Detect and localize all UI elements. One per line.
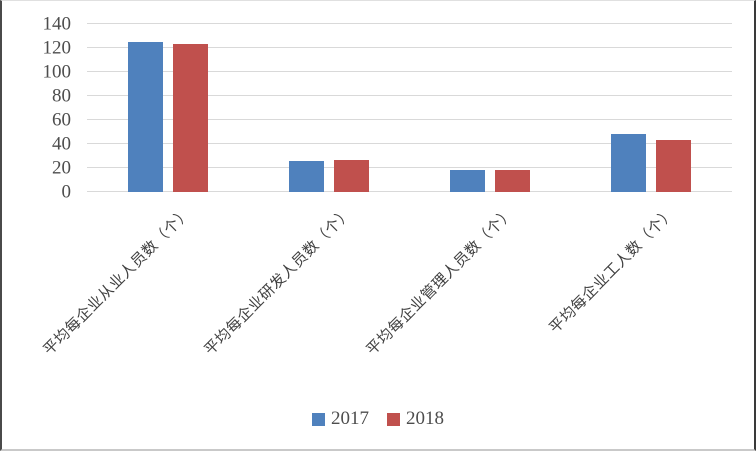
gridline [87,71,732,72]
gridlines [87,23,732,192]
bar-2018-2[interactable] [333,159,369,192]
bar-2017-4[interactable] [611,134,647,192]
y-tick-label: 80 [52,85,71,107]
bar-2018-4[interactable] [656,140,692,192]
category-label-4: 平均每企业工人数（个） [545,204,679,337]
bar-2018-1[interactable] [172,44,208,192]
y-tick-label: 0 [61,181,72,203]
legend-item-2018[interactable]: 2018 [387,408,444,430]
plot-area: 0 20 40 60 80 100 120 140 平均每企业从业人员数（个） 平均每企业研发人… [40,15,732,359]
category-label-2: 平均每企业研发人员数（个） [201,204,356,359]
legend-swatch-2018-icon [387,412,400,426]
legend-label-2017: 2017 [331,408,369,429]
y-tick-label: 60 [52,109,71,131]
gridline [87,119,732,120]
y-axis: 0 20 40 60 80 100 120 140 [43,15,732,202]
y-tick-label: 40 [52,133,71,155]
category-label-1: 平均每企业从业人员数（个） [40,204,195,359]
gridline [87,167,732,168]
y-tick-label: 100 [42,61,72,83]
y-tick-label: 140 [42,13,72,35]
gridline [87,95,732,96]
bar-groups: 平均每企业从业人员数（个） 平均每企业研发人员数（个） 平均每企业管理人员数（个）平… [40,24,732,359]
bar-2017-1[interactable] [127,42,163,192]
bar-group-1: 平均每企业从业人员数（个） [40,24,248,359]
bar-2017-3[interactable] [450,170,486,192]
bar-2017-2[interactable] [288,160,324,192]
gridline [87,23,732,24]
bar-2018-3[interactable] [495,170,531,192]
y-tick-label: 20 [52,157,71,179]
y-tick-label: 120 [42,37,72,59]
bar-group-4: 平均每企业工人数（个） [546,24,732,337]
legend: 2017 2018 [2,408,754,430]
gridline [87,47,732,48]
legend-label-2018: 2018 [406,408,444,429]
bar-group-2: 平均每企业研发人员数（个） [201,24,409,359]
legend-item-2017[interactable]: 2017 [312,408,369,430]
legend-swatch-2017-icon [312,412,325,426]
gridline [87,191,732,192]
category-label-3: 平均每企业管理人员数（个） [362,204,518,359]
gridline [87,143,732,144]
bar-group-3: 平均每企业管理人员数（个） [363,24,571,359]
